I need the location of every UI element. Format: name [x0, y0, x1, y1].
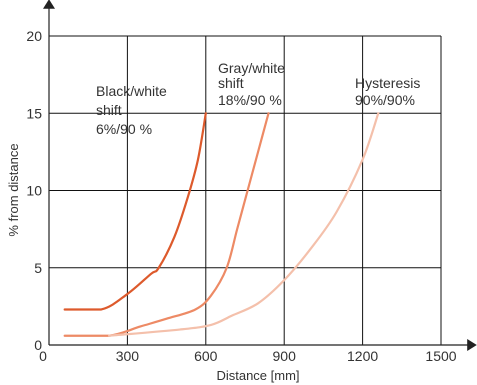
series-line-1: [63, 112, 207, 311]
axes: [43, 0, 477, 351]
x-tick-label: 1200: [347, 348, 378, 364]
annotation-gray-white-shift: Gray/white shift 18%/90 %: [218, 60, 289, 108]
annotation-hysteresis: Hysteresis 90%/90%: [355, 75, 424, 108]
y-tick-labels: 0 5 10 15 20: [26, 28, 42, 353]
y-tick-label: 15: [26, 105, 42, 121]
x-tick-label: 300: [116, 348, 140, 364]
series-line-2: [63, 112, 270, 337]
y-tick-label: 20: [26, 28, 42, 44]
y-axis-title: % from distance: [6, 143, 21, 236]
series-line-3: [108, 112, 380, 337]
series-lines: [63, 112, 380, 337]
y-tick-label: 0: [34, 337, 42, 353]
annotation-black-white-shift: Black/white shift 6%/90 %: [96, 83, 171, 137]
x-tick-label: 1500: [425, 348, 456, 364]
x-tick-label: 600: [194, 348, 218, 364]
x-tick-labels: 0 300 600 900 1200 1500: [39, 348, 457, 364]
y-tick-label: 10: [26, 183, 42, 199]
annotations: Black/white shift 6%/90 % Gray/white shi…: [96, 60, 424, 137]
y-tick-label: 5: [34, 260, 42, 276]
x-tick-label: 900: [273, 348, 297, 364]
grid: [49, 35, 442, 345]
x-tick-label: 0: [39, 348, 47, 364]
x-axis-title: Distance [mm]: [216, 368, 299, 383]
